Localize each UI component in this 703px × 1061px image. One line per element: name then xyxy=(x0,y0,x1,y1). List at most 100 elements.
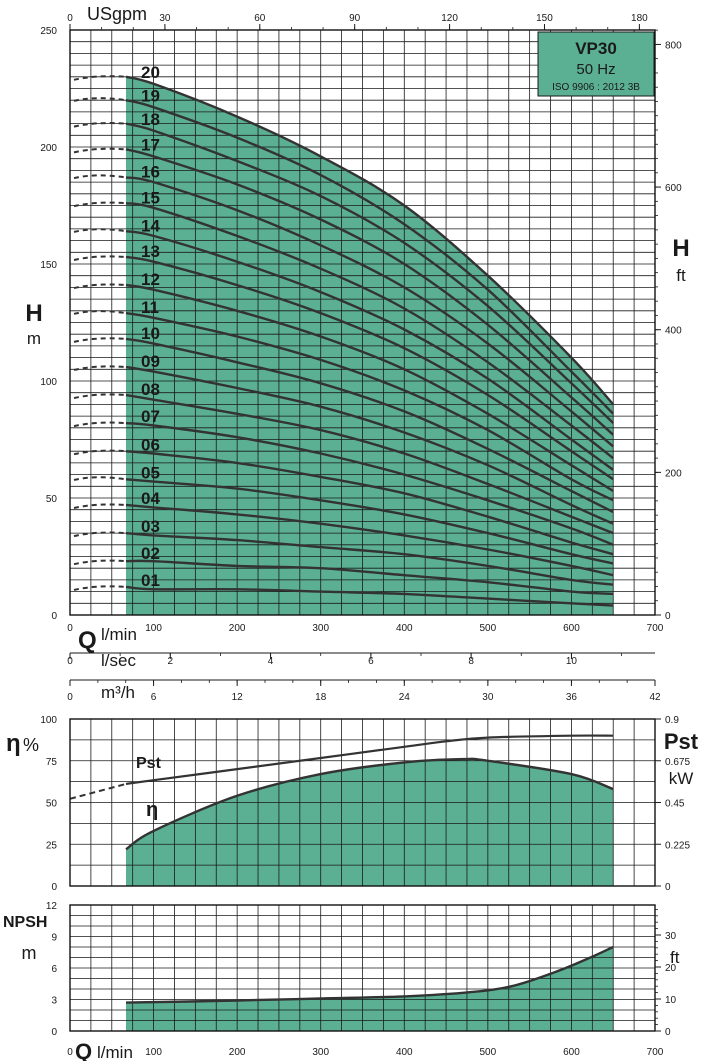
head-shutoff-dash-06 xyxy=(73,449,127,456)
npsh-curve xyxy=(125,945,614,1004)
head-shutoff-dash-14 xyxy=(73,228,127,233)
m3h-tick-label: 12 xyxy=(232,692,244,703)
head-curve-17 xyxy=(125,148,615,436)
npsh-tick-label: 6 xyxy=(51,964,57,975)
h-left-unit: m xyxy=(27,329,41,348)
head-curve-label-12: 12 xyxy=(141,270,160,289)
m3h-tick-label: 6 xyxy=(151,692,157,703)
m3h-tick-label: 42 xyxy=(649,692,661,703)
head-curve-05 xyxy=(125,478,614,565)
lsec-tick-label: 0 xyxy=(67,656,73,667)
head-curve-label-06: 06 xyxy=(141,435,160,454)
head-y-tick-label: 50 xyxy=(46,494,58,505)
npsh-x-tick-label: 700 xyxy=(647,1047,664,1058)
npsh-x-tick-label: 200 xyxy=(229,1047,246,1058)
head-y-tick-label: 100 xyxy=(40,377,57,388)
npsh-label: NPSH xyxy=(3,914,47,931)
head-shutoff-dash-01 xyxy=(73,585,127,591)
head-shutoff-dash-07 xyxy=(73,421,127,428)
efficiency-area-fill xyxy=(125,758,614,886)
lmin-tick-label: 300 xyxy=(312,623,329,634)
head-curve-16 xyxy=(125,176,614,448)
head-curve-14 xyxy=(125,230,614,471)
q-bottom-label: Q xyxy=(75,1039,92,1061)
head-shutoff-dash-16 xyxy=(73,174,127,180)
head-y-tick-label: 0 xyxy=(51,611,57,622)
head-panel-frame xyxy=(69,29,656,616)
h-right-unit: ft xyxy=(676,266,686,285)
m3h-tick-label: 30 xyxy=(482,692,494,703)
usgpm-tick-label: 180 xyxy=(631,13,648,24)
npsh-ft-tick-label: 30 xyxy=(665,931,677,942)
head-shutoff-dash-15 xyxy=(73,201,127,208)
head-shutoff-dash-10 xyxy=(73,337,127,343)
head-curve-label-03: 03 xyxy=(141,517,160,536)
usgpm-tick-label: 30 xyxy=(159,13,171,24)
ft-tick-label: 600 xyxy=(665,183,682,194)
head-curve-label-08: 08 xyxy=(141,380,160,399)
head-curve-label-05: 05 xyxy=(141,463,160,482)
ft-tick-label: 200 xyxy=(665,468,682,479)
head-curve-06 xyxy=(125,450,614,556)
kw-label: kW xyxy=(669,769,694,788)
head-shutoff-dash-02 xyxy=(73,559,127,566)
m3h-label: m³/h xyxy=(101,683,135,702)
head-shutoff-dash-04 xyxy=(73,503,127,509)
pst-tick-label: 0.45 xyxy=(665,799,685,810)
h-left-label: H xyxy=(25,300,42,327)
head-curve-label-10: 10 xyxy=(141,324,160,343)
lmin-tick-label: 500 xyxy=(480,623,497,634)
grid-layer xyxy=(70,30,655,1031)
head-shutoff-dash-19 xyxy=(73,97,127,102)
eta-tick-label: 75 xyxy=(46,757,58,768)
head-curve-label-07: 07 xyxy=(141,407,160,426)
ft-tick-label: 400 xyxy=(665,326,682,337)
head-curve-03 xyxy=(125,531,614,586)
lmin-tick-label: 400 xyxy=(396,623,413,634)
head-curve-11 xyxy=(125,311,614,502)
pst-curve-label: Pst xyxy=(136,755,162,772)
head-curve-15 xyxy=(125,202,614,460)
head-curve-18 xyxy=(125,122,615,424)
pst-tick-label: 0 xyxy=(665,882,671,893)
npsh-x-tick-label: 0 xyxy=(67,1047,73,1058)
head-shutoff-dash-11 xyxy=(73,310,127,315)
lmin-tick-label: 200 xyxy=(229,623,246,634)
m3h-tick-label: 24 xyxy=(399,692,411,703)
pst-tick-label: 0.9 xyxy=(665,715,679,726)
head-curve-07 xyxy=(125,421,614,546)
npsh-tick-label: 3 xyxy=(51,996,57,1007)
head-y-tick-label: 250 xyxy=(40,26,57,37)
npsh-panel-frame xyxy=(69,904,656,1032)
head-curve-label-20: 20 xyxy=(141,63,160,82)
lsec-tick-label: 4 xyxy=(268,656,274,667)
lmin-bottom-label: l/min xyxy=(97,1043,133,1061)
pst-axis-label: Pst xyxy=(664,729,699,754)
ft-tick-label: 800 xyxy=(665,40,682,51)
h-right-label: H xyxy=(672,235,689,262)
npsh-tick-label: 9 xyxy=(51,933,57,944)
npsh-x-tick-label: 100 xyxy=(145,1047,162,1058)
eta-label: η xyxy=(6,730,21,757)
head-shutoff-dash-13 xyxy=(73,255,127,261)
pst-tick-label: 0.225 xyxy=(665,840,690,851)
m3h-tick-label: 18 xyxy=(315,692,327,703)
pst-tick-label: 0.675 xyxy=(665,757,690,768)
npsh-x-tick-label: 500 xyxy=(480,1047,497,1058)
head-curve-02 xyxy=(125,559,614,596)
head-curve-label-17: 17 xyxy=(141,135,160,154)
eta-tick-label: 25 xyxy=(46,840,58,851)
m3h-tick-label: 36 xyxy=(566,692,578,703)
usgpm-tick-label: 120 xyxy=(441,13,458,24)
head-shutoff-dash-17 xyxy=(73,147,127,154)
head-shutoff-dash-20 xyxy=(73,75,127,81)
legend-box xyxy=(537,31,655,97)
head-curve-label-02: 02 xyxy=(141,544,160,563)
power-curve-extrapolated xyxy=(69,782,127,800)
head-curve-label-16: 16 xyxy=(141,163,160,182)
head-curve-12 xyxy=(125,283,614,493)
ft-tick-label: 0 xyxy=(665,611,671,622)
npsh-tick-label: 12 xyxy=(46,901,58,912)
